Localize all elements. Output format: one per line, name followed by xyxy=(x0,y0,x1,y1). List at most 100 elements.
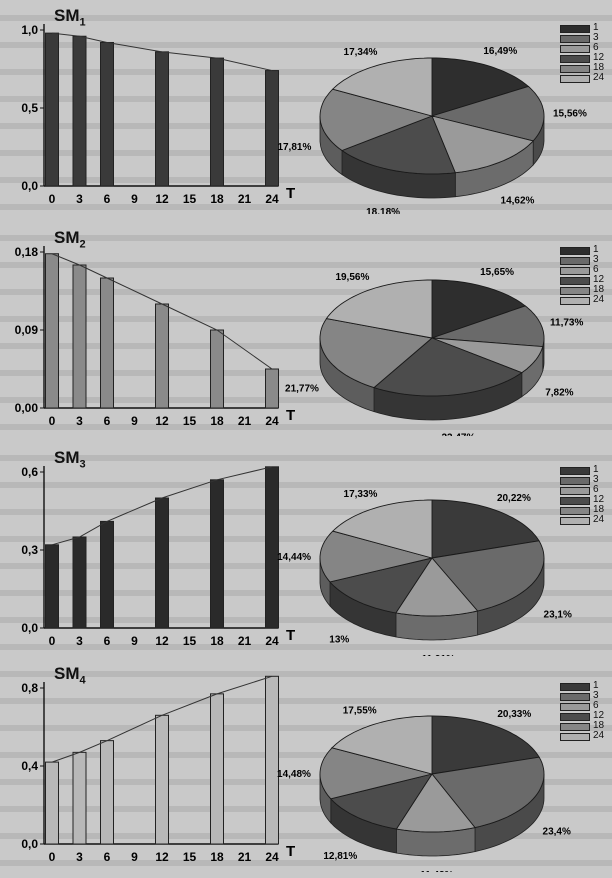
legend-label: 1 xyxy=(593,22,599,33)
bar xyxy=(72,751,87,845)
pie-slice xyxy=(331,715,433,775)
chart-title: SM3 xyxy=(54,448,86,470)
x-tick-label: 3 xyxy=(76,850,83,864)
bar xyxy=(210,57,224,187)
pie-percent-label: 11,42% xyxy=(420,870,453,872)
pie-chart: 16,49% 15,56% 14,62% 18,18% 17,81% 17,34% xyxy=(277,46,587,214)
legend-label: 18 xyxy=(593,284,605,295)
legend-item: 1 xyxy=(560,464,612,476)
legend-swatch xyxy=(560,733,590,741)
legend-swatch xyxy=(560,517,590,525)
legend-label: 6 xyxy=(593,700,599,711)
legend-item: 24 xyxy=(560,514,612,526)
x-tick-label: 21 xyxy=(238,192,252,206)
legend-label: 12 xyxy=(593,710,605,721)
x-tick-label: 18 xyxy=(210,414,224,428)
legend-label: 1 xyxy=(593,680,599,691)
legend-item: 24 xyxy=(560,294,612,306)
y-tick-label: 0,0 xyxy=(21,179,38,193)
chart-svg-2: 0,00 0,09 0,18 0 3 6 9 12 15 18 21 24 T 15,65% 11,73% 7… xyxy=(15,245,584,436)
bar xyxy=(265,70,279,187)
legend-swatch xyxy=(560,723,590,731)
x-tick-label: 6 xyxy=(104,192,111,206)
legend-swatch xyxy=(560,693,590,701)
x-tick-label: 18 xyxy=(210,192,224,206)
bar xyxy=(265,368,279,409)
chart-title: SM2 xyxy=(54,228,86,250)
x-tick-label: 24 xyxy=(265,414,279,428)
y-tick-label: 1,0 xyxy=(21,23,38,37)
bar xyxy=(100,277,114,409)
bar xyxy=(210,329,224,409)
chart-svg-3: 0,0 0,3 0,6 0 3 6 9 12 15 18 21 24 T 20,22% 23,1% 11,91… xyxy=(21,465,572,656)
legend-swatch xyxy=(560,507,590,515)
legend-label: 12 xyxy=(593,52,605,63)
x-tick-label: 6 xyxy=(104,850,111,864)
pie-slice xyxy=(329,773,433,830)
pie-slice xyxy=(331,57,433,117)
legend-item: 24 xyxy=(560,730,612,742)
pie-percent-label: 16,49% xyxy=(483,46,517,57)
y-tick-label: 0,0 xyxy=(21,837,38,851)
pie-percent-label: 14,48% xyxy=(277,769,311,780)
chart-title: SM4 xyxy=(54,664,86,686)
bar xyxy=(155,714,169,845)
x-tick-label: 9 xyxy=(131,414,138,428)
x-tick-label: 12 xyxy=(155,850,169,864)
x-tick-label: 6 xyxy=(104,634,111,648)
legend-label: 3 xyxy=(593,254,599,265)
legend-swatch xyxy=(560,55,590,63)
legend-item: 18 xyxy=(560,62,612,74)
pie-percent-label: 20,33% xyxy=(497,709,531,720)
y-tick-label: 0,18 xyxy=(15,245,39,259)
legend-item: 18 xyxy=(560,720,612,732)
bar xyxy=(72,536,87,629)
x-tick-label: 9 xyxy=(131,634,138,648)
pie-slice xyxy=(341,115,456,175)
pie-slice xyxy=(395,773,476,833)
pie-slice xyxy=(431,115,535,174)
legend-item: 12 xyxy=(560,52,612,64)
legend-swatch xyxy=(560,267,590,275)
pie-chart: 20,33% 23,4% 11,42% 12,81% 14,48% 17,55% xyxy=(277,705,571,872)
x-tick-label: 3 xyxy=(76,634,83,648)
legend-item: 3 xyxy=(560,690,612,702)
chart-panel-2: 0,00 0,09 0,18 0 3 6 9 12 15 18 21 24 T 15,65% 11,73% 7… xyxy=(0,222,612,436)
legend-swatch xyxy=(560,297,590,305)
legend-label: 18 xyxy=(593,504,605,515)
pie-slice xyxy=(319,747,433,800)
y-tick-label: 0,0 xyxy=(21,621,38,635)
legend-swatch xyxy=(560,257,590,265)
legend-swatch xyxy=(560,65,590,73)
x-tick-label: 12 xyxy=(155,414,169,428)
x-tick-label: 3 xyxy=(76,414,83,428)
legend-item: 12 xyxy=(560,494,612,506)
legend-item: 3 xyxy=(560,474,612,486)
trend-line xyxy=(51,253,273,370)
pie-percent-label: 23,1% xyxy=(544,609,572,620)
legend-item: 1 xyxy=(560,680,612,692)
pie-percent-label: 12,81% xyxy=(323,851,357,862)
chart-panel-3: 0,00,30,603691215182124T20,22%23,1%11,91… xyxy=(0,442,612,656)
pie-percent-label: 14,62% xyxy=(501,196,535,207)
pie-legend: 1 3 6 12 18 24 xyxy=(560,22,612,84)
legend-label: 3 xyxy=(593,32,599,43)
pie-legend: 1 3 6 12 18 24 xyxy=(560,244,612,306)
chart-title-subscript: 1 xyxy=(79,16,86,29)
pie-slice xyxy=(431,337,544,374)
legend-swatch xyxy=(560,45,590,53)
pie-percent-label: 17,55% xyxy=(343,705,377,716)
bar xyxy=(155,497,169,629)
legend-swatch xyxy=(560,683,590,691)
bar xyxy=(155,303,169,409)
bar xyxy=(265,466,279,629)
x-tick-label: 15 xyxy=(183,634,197,648)
legend-label: 24 xyxy=(593,72,605,83)
bar xyxy=(45,32,59,187)
pie-percent-label: 23,4% xyxy=(543,827,571,838)
pie-percent-label: 20,22% xyxy=(497,493,531,504)
trend-line xyxy=(51,32,273,72)
bar xyxy=(72,35,87,187)
legend-swatch xyxy=(560,247,590,255)
pie-percent-label: 11,73% xyxy=(550,318,583,329)
